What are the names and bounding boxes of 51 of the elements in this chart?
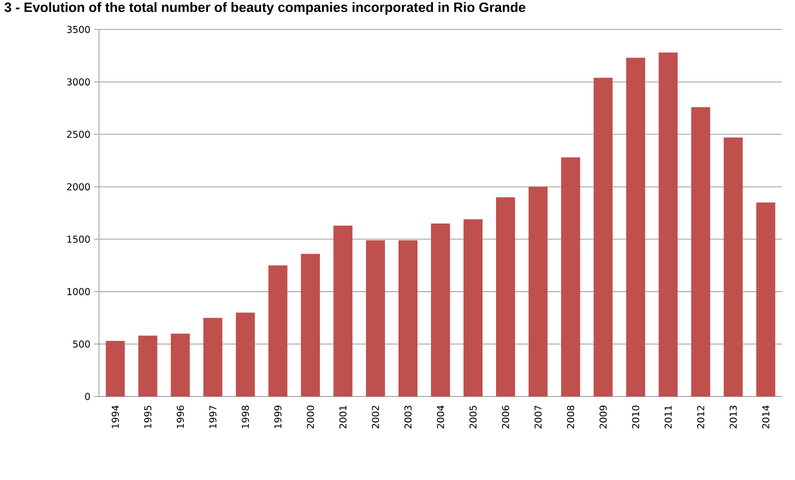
x-tick-label: 2013	[730, 406, 737, 428]
x-tick-label: 1999	[274, 406, 282, 428]
bar	[724, 137, 743, 396]
x-tick-label: 2010	[632, 406, 640, 428]
y-tick-label: 0	[85, 392, 90, 400]
x-tick-label: 1998	[242, 406, 249, 428]
x-tick-label: 2011	[664, 406, 672, 428]
x-tick-label: 2009	[600, 406, 607, 428]
bar	[626, 58, 646, 396]
x-tick-label: 1994	[112, 406, 119, 428]
x-tick-label: 2000	[306, 406, 314, 428]
x-tick-label: 1996	[176, 406, 184, 428]
bar	[138, 336, 158, 396]
y-tick-label: 2500	[67, 130, 90, 138]
x-tick-label: 2001	[339, 406, 347, 428]
bar	[691, 107, 710, 396]
bar	[496, 197, 516, 396]
x-tick-label: 2012	[697, 406, 704, 428]
y-tick-label: 1500	[67, 236, 90, 243]
bar	[300, 254, 320, 396]
x-tick-label: 2007	[534, 406, 542, 428]
bar	[398, 240, 418, 396]
x-tick-label: 2003	[404, 406, 412, 428]
y-tick-label: 500	[73, 340, 90, 348]
bar	[658, 52, 678, 396]
bar	[106, 340, 125, 396]
y-tick-label: 3000	[67, 78, 90, 86]
bar	[268, 265, 288, 396]
bar	[203, 318, 222, 396]
y-tick-label: 3500	[67, 26, 90, 34]
bar	[431, 223, 450, 396]
bar	[366, 240, 385, 396]
bar	[170, 334, 190, 396]
bar	[756, 202, 776, 396]
bar	[528, 186, 548, 396]
x-tick-label: 2002	[372, 406, 380, 428]
bar	[561, 157, 580, 396]
x-tick-label: 1995	[144, 406, 152, 428]
x-tick-label: 2004	[436, 406, 444, 428]
x-tick-label: 2014	[762, 406, 770, 428]
bar	[464, 219, 483, 396]
x-tick-label: 2006	[502, 406, 510, 428]
x-tick-label: 2005	[469, 406, 477, 428]
y-tick-label: 2000	[67, 183, 90, 190]
y-tick-label: 1000	[67, 288, 90, 296]
bar	[594, 78, 613, 396]
bar	[236, 312, 255, 396]
x-tick-label: 1997	[209, 406, 216, 428]
bar	[333, 226, 352, 396]
chart-title: 3 - Evolution of the total number of beauty companies incorporated in Rio Grande	[4, 2, 526, 15]
x-tick-label: 2008	[567, 406, 574, 428]
